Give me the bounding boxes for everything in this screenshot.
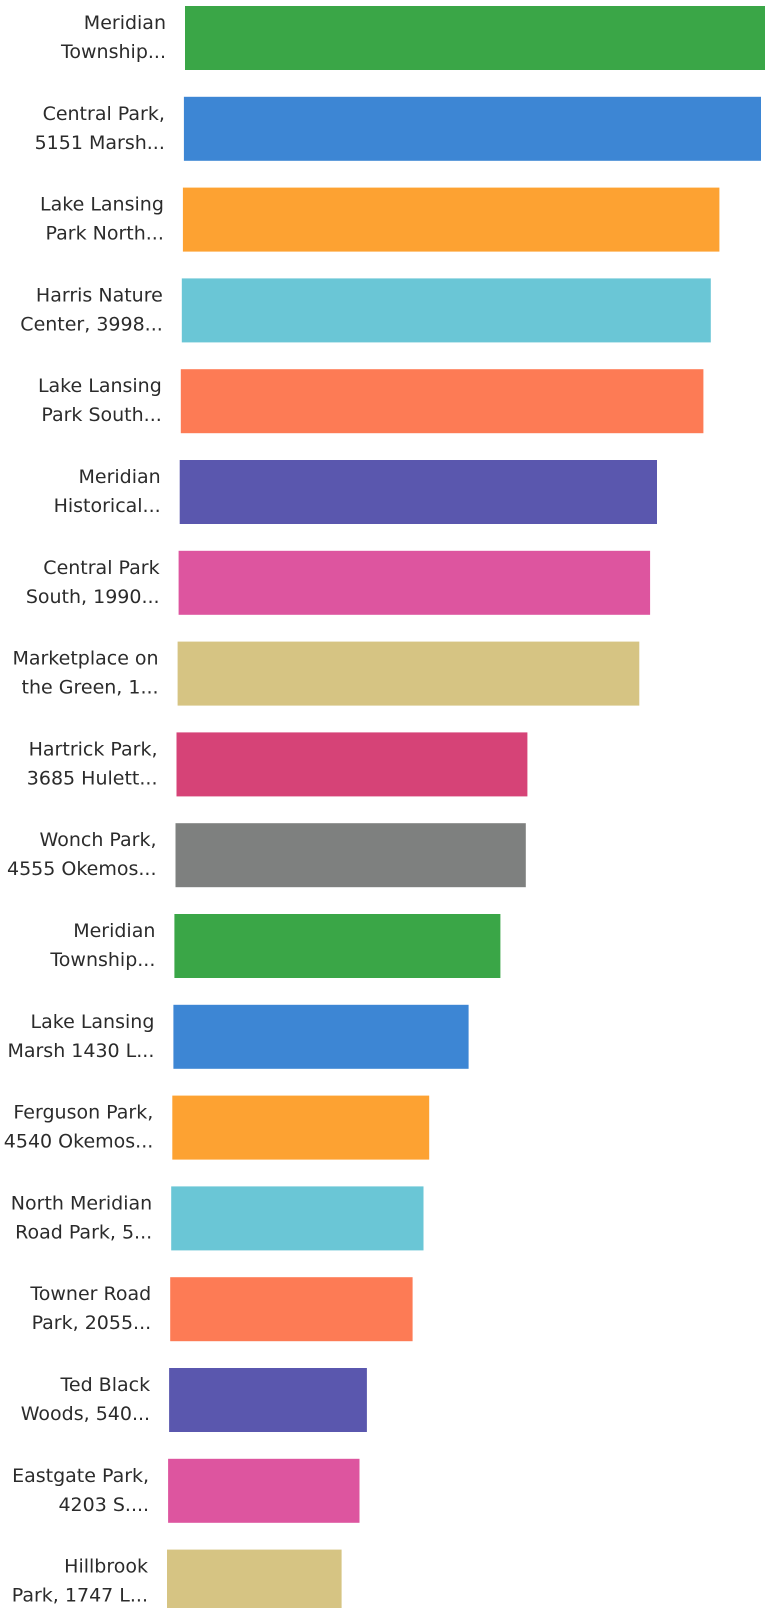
bar-13	[172, 1095, 430, 1160]
category-label-line: 5151 Marsh...	[35, 132, 165, 154]
category-label-line: North Meridian	[11, 1192, 152, 1214]
category-label-line: the Green, 1...	[22, 677, 159, 699]
category-label-line: South, 1990...	[26, 586, 160, 608]
bar-12	[173, 1004, 469, 1069]
category-label-9: Hartrick Park, 3685 Hulett...	[27, 738, 158, 789]
category-label-line: 4540 Okemos...	[4, 1131, 154, 1153]
bar-2	[183, 96, 761, 161]
category-label-line: Township...	[60, 41, 166, 63]
bar-4	[181, 278, 711, 343]
category-label-line: Wonch Park,	[40, 829, 157, 851]
bar-7	[178, 550, 651, 615]
bar-8	[177, 641, 640, 706]
category-label-line: Eastgate Park,	[12, 1465, 149, 1487]
category-label-8: Marketplace on the Green, 1...	[12, 648, 158, 699]
category-label-6: Meridian Historical...	[54, 466, 161, 517]
bar-3	[182, 187, 720, 252]
category-label-line: Park, 1747 L...	[12, 1585, 148, 1607]
category-label-line: Meridian	[78, 466, 160, 488]
bar-9	[176, 732, 528, 797]
category-label-line: Ferguson Park,	[13, 1102, 153, 1124]
category-label-line: Park North...	[46, 223, 164, 245]
category-label-line: Harris Nature	[36, 284, 163, 306]
category-label-14: North Meridian Road Park, 5...	[11, 1192, 152, 1243]
bar-5	[180, 369, 704, 434]
bar-17	[168, 1458, 360, 1523]
category-label-line: Park, 2055...	[32, 1312, 152, 1334]
category-label-line: Park South...	[41, 404, 161, 426]
category-label-line: Road Park, 5...	[15, 1221, 152, 1243]
category-label-18: Hillbrook Park, 1747 L...	[12, 1556, 148, 1607]
category-label-line: Marketplace on	[12, 648, 158, 670]
category-label-line: Meridian	[73, 920, 155, 942]
category-label-line: Marsh 1430 L...	[7, 1040, 154, 1062]
category-label-11: Meridian Township...	[49, 920, 155, 971]
category-label-line: Meridian	[84, 12, 166, 34]
category-label-line: Historical...	[54, 495, 161, 517]
category-label-line: Ted Black	[60, 1374, 151, 1396]
category-label-5: Lake Lansing Park South...	[38, 375, 162, 426]
category-label-15: Towner Road Park, 2055...	[29, 1283, 151, 1334]
category-label-line: Lake Lansing	[40, 194, 164, 216]
category-label-line: Township...	[49, 949, 155, 971]
category-label-13: Ferguson Park, 4540 Okemos...	[4, 1102, 154, 1153]
category-label-line: Woods, 540...	[21, 1403, 150, 1425]
bar-15	[170, 1277, 413, 1342]
bar-14	[171, 1186, 424, 1251]
bar-10	[175, 823, 526, 888]
category-label-line: Central Park	[43, 557, 159, 579]
bar-11	[174, 914, 501, 978]
category-label-line: Lake Lansing	[38, 375, 162, 397]
bar-6	[179, 460, 657, 524]
category-label-2: Central Park, 5151 Marsh...	[35, 103, 165, 154]
category-label-line: Lake Lansing	[31, 1011, 155, 1033]
category-label-line: Central Park,	[43, 103, 165, 125]
category-label-line: Hartrick Park,	[29, 738, 158, 760]
category-label-12: Lake Lansing Marsh 1430 L...	[7, 1011, 154, 1062]
category-label-line: 3685 Hulett...	[27, 767, 158, 789]
category-label-line: 4203 S....	[58, 1494, 149, 1516]
category-label-line: 4555 Okemos...	[7, 858, 157, 880]
category-label-4: Harris Nature Center, 3998...	[20, 284, 163, 335]
category-labels: Meridian Township... Central Park, 5151 Mar…	[4, 12, 166, 1607]
category-label-line: Hillbrook	[64, 1556, 148, 1578]
category-label-3: Lake Lansing Park North...	[40, 194, 164, 245]
category-label-16: Ted Black Woods, 540...	[21, 1374, 150, 1425]
bar-16	[169, 1368, 367, 1432]
category-label-1: Meridian Township...	[60, 12, 166, 63]
category-label-10: Wonch Park, 4555 Okemos...	[7, 829, 157, 880]
category-label-line: Center, 3998...	[20, 313, 163, 335]
category-label-7: Central Park South, 1990...	[26, 557, 160, 608]
bar-1	[185, 6, 765, 70]
category-label-17: Eastgate Park, 4203 S....	[12, 1465, 149, 1516]
bar-18	[167, 1549, 342, 1608]
category-label-line: Towner Road	[29, 1283, 151, 1305]
bars	[167, 6, 765, 1608]
